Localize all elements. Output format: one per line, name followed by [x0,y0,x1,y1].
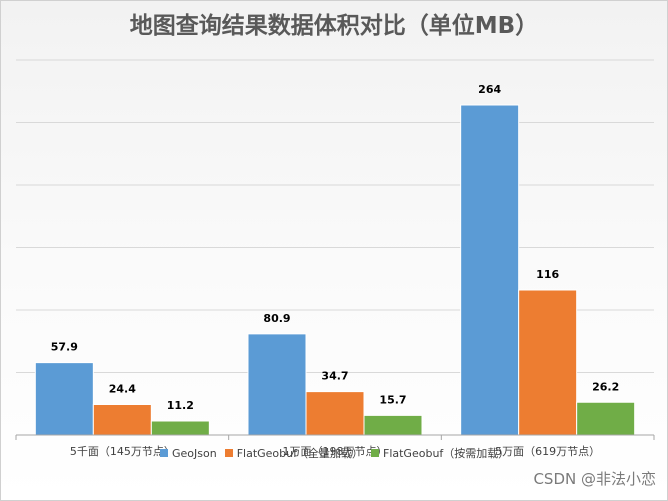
bar [92,404,152,436]
bar [576,401,636,436]
bar [460,104,520,436]
legend-label-geojson: GeoJson [172,446,217,460]
watermark: CSDN @非法小恋 [533,470,656,488]
data-label: 26.2 [592,380,619,393]
legend-swatch-flatgeobuf-ondemand [371,449,379,457]
data-label: 15.7 [379,393,406,406]
legend-label-flatgeobuf-ondemand: FlatGeobuf（按需加载） [383,447,510,460]
category-label: 5千面（145万节点） [70,445,175,458]
legend-item-flatgeobuf-ondemand: FlatGeobuf（按需加载） [371,445,509,461]
bar [247,333,307,436]
bar [363,414,423,436]
data-label: 11.2 [167,399,194,412]
data-label: 116 [536,268,559,281]
data-label: 80.9 [263,312,290,325]
category-label: 5万面（619万节点） [495,445,600,458]
bar [305,391,365,436]
data-label: 34.7 [321,370,348,383]
bar [150,420,210,436]
legend-item-geojson: GeoJson [160,447,217,460]
legend-swatch-flatgeobuf-full [224,449,233,457]
legend-item-flatgeobuf-full: FlatGeobuf（全量加载） [224,445,363,461]
category-label: 1万面（198万节点） [283,445,388,458]
data-label: 57.9 [51,341,78,354]
bar [34,362,94,436]
bar [518,289,578,436]
legend-swatch-geojson [160,449,168,457]
legend-label-flatgeobuf-full: FlatGeobuf（全量加载） [236,447,363,460]
data-label: 24.4 [109,383,136,396]
chart-title: 地图查询结果数据体积对比（单位MB） [129,13,539,39]
data-label: 264 [478,83,501,96]
chart-legend: GeoJson FlatGeobuf（全量加载） FlatGeobuf（按需加载… [160,442,509,464]
